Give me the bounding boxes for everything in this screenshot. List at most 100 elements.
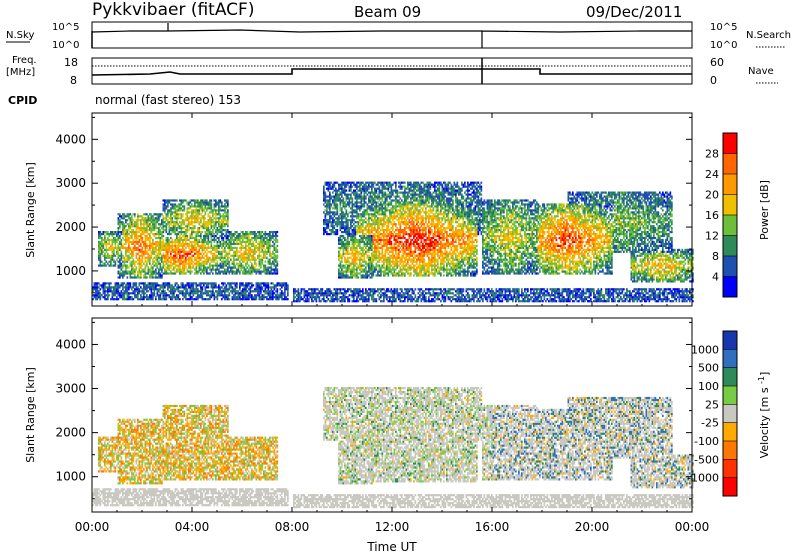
power-cell — [368, 239, 370, 241]
power-cell — [131, 271, 133, 273]
power-cell — [200, 201, 202, 203]
power-cell — [134, 247, 136, 249]
power-cell — [332, 196, 334, 198]
power-cell — [224, 265, 226, 267]
power-cell — [338, 253, 340, 255]
power-cell — [344, 237, 346, 239]
power-cell — [268, 235, 270, 237]
power-cell — [163, 223, 165, 225]
power-cell — [184, 263, 186, 265]
power-cell — [193, 221, 195, 223]
power-cell — [368, 213, 370, 215]
power-cell — [143, 292, 145, 294]
power-cell — [337, 219, 339, 221]
power-cell — [379, 247, 381, 249]
power-cell — [100, 233, 102, 235]
power-cell — [239, 263, 241, 265]
power-cell — [119, 267, 121, 269]
power-cell — [127, 271, 129, 273]
power-cell — [167, 237, 169, 239]
power-cell — [356, 231, 358, 233]
power-cell — [125, 239, 127, 241]
power-cell — [218, 237, 220, 239]
power-cell — [140, 294, 142, 296]
power-cell — [370, 197, 372, 199]
power-cell — [178, 267, 180, 269]
power-cell — [344, 227, 346, 229]
power-cell — [344, 267, 346, 269]
power-cell — [154, 257, 156, 259]
power-cell — [110, 239, 112, 241]
power-cell — [122, 213, 124, 215]
power-cell — [341, 300, 343, 302]
power-cell — [197, 199, 199, 201]
power-cell — [161, 269, 163, 271]
power-cell — [157, 221, 159, 223]
power-cell — [163, 292, 165, 294]
power-cell — [335, 231, 337, 233]
power-cell — [118, 229, 120, 231]
power-cell — [154, 272, 156, 274]
power-cell — [158, 215, 160, 217]
power-cell — [338, 215, 340, 217]
power-cell — [130, 296, 132, 298]
power-cell — [140, 286, 142, 288]
power-cell — [214, 233, 216, 235]
power-cell — [328, 188, 330, 190]
power-cell — [182, 292, 184, 294]
power-cell — [250, 282, 252, 284]
power-cell — [185, 263, 187, 265]
power-cell — [379, 203, 381, 205]
power-cell — [227, 223, 229, 225]
power-cell — [178, 233, 180, 235]
power-cell — [187, 245, 189, 247]
power-cell — [361, 298, 363, 300]
power-cell — [358, 215, 360, 217]
power-cell — [251, 294, 253, 296]
power-cell — [362, 298, 364, 300]
power-cell — [223, 245, 225, 247]
power-cell — [236, 298, 238, 300]
power-cell — [151, 237, 153, 239]
power-cell — [263, 271, 265, 273]
power-cell — [211, 245, 213, 247]
power-cell — [275, 237, 277, 239]
power-cell — [226, 286, 228, 288]
power-cell — [245, 245, 247, 247]
power-cell — [190, 241, 192, 243]
power-cell — [103, 243, 105, 245]
power-cell — [205, 245, 207, 247]
power-cell — [260, 265, 262, 267]
power-cell — [364, 211, 366, 213]
power-cell — [199, 227, 201, 229]
power-cell — [212, 286, 214, 288]
power-cell — [251, 257, 253, 259]
power-cell — [154, 286, 156, 288]
power-cell — [145, 269, 147, 271]
power-cell — [373, 259, 375, 261]
power-cell — [364, 188, 366, 190]
power-cell — [341, 231, 343, 233]
power-cell — [365, 186, 367, 188]
power-cell — [140, 298, 142, 300]
power-cell — [119, 294, 121, 296]
power-cell — [128, 284, 130, 286]
power-cell — [215, 272, 217, 274]
power-cell — [340, 209, 342, 211]
power-cell — [376, 263, 378, 265]
power-cell — [221, 271, 223, 273]
power-cell — [329, 213, 331, 215]
power-cell — [103, 255, 105, 257]
power-cell — [152, 284, 154, 286]
power-cell — [248, 298, 250, 300]
power-cell — [340, 225, 342, 227]
power-cell — [377, 235, 379, 237]
power-cell — [380, 269, 382, 271]
power-cell — [220, 227, 222, 229]
power-cell — [125, 225, 127, 227]
power-cell — [107, 286, 109, 288]
power-cell — [271, 263, 273, 265]
power-cell — [268, 271, 270, 273]
power-cell — [217, 203, 219, 205]
power-cell — [184, 292, 186, 294]
